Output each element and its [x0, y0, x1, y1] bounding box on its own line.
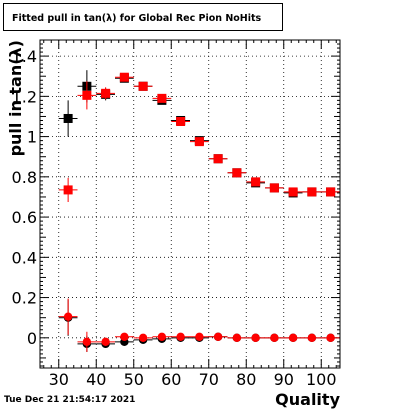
data-point-square: [63, 113, 73, 123]
data-point-square: [101, 88, 111, 98]
data-point-square: [326, 187, 336, 197]
x-tick-label: 100: [306, 370, 337, 389]
series-2: [58, 299, 340, 352]
y-tick-label: 0.6: [12, 208, 37, 227]
data-point-square: [138, 81, 148, 91]
x-tick-label: 30: [49, 370, 69, 389]
data-point-square: [194, 137, 204, 147]
data-point-circle: [251, 333, 260, 343]
data-point-square: [232, 168, 242, 178]
data-point-square: [307, 187, 317, 197]
y-tick-label: 0.8: [12, 168, 37, 187]
y-tick-label: 0.2: [12, 289, 37, 308]
tick-layer: 30 40 50 60 70 80 90 100 0 0.2 0.4 0.6 0.8 1 1.2 1.4: [12, 39, 340, 389]
data-point-circle: [63, 312, 73, 321]
x-axis-label: Quality: [275, 390, 340, 409]
timestamp: Tue Dec 21 21:54:17 2021: [4, 395, 136, 405]
plot-frame: [39, 39, 341, 369]
data-point-square: [269, 183, 279, 193]
data-point-square: [157, 93, 167, 103]
data-point-square: [288, 187, 298, 197]
data-point-circle: [157, 332, 167, 342]
x-tick-label: 50: [124, 370, 144, 389]
data-point-circle: [120, 332, 129, 342]
data-point-circle: [101, 337, 110, 347]
y-tick-label: 1: [27, 128, 37, 147]
data-point-square: [63, 185, 73, 195]
title-box: Fitted pull in tan(λ) for Global Rec Pio…: [3, 3, 283, 31]
data-point-circle: [82, 337, 92, 347]
data-point-square: [213, 154, 223, 164]
data-point-circle: [213, 332, 223, 342]
data-point-circle: [195, 332, 204, 342]
data-point-circle: [270, 333, 279, 343]
data-point-square: [119, 72, 129, 82]
grid-layer: [40, 40, 340, 368]
x-tick-label: 90: [274, 370, 294, 389]
data-point-circle: [288, 333, 298, 343]
y-tick-label: 1.4: [12, 47, 37, 66]
series-3: [58, 298, 340, 352]
data-point-circle: [307, 333, 317, 343]
data-point-circle: [326, 333, 335, 343]
chart-title: Fitted pull in tan(λ) for Global Rec Pio…: [12, 13, 262, 24]
data-point-circle: [232, 333, 242, 343]
data-point-square: [176, 116, 186, 126]
data-point-square: [82, 90, 92, 100]
y-axis-label: pull in tan(λ): [6, 40, 25, 156]
data-point-circle: [138, 333, 148, 343]
data-point-circle: [176, 332, 185, 342]
series-0: [58, 70, 340, 198]
x-tick-label: 40: [86, 370, 106, 389]
x-tick-label: 60: [161, 370, 181, 389]
y-tick-label: 1.2: [12, 87, 37, 106]
series-layer: [58, 70, 340, 352]
y-tick-label: 0.4: [12, 248, 37, 267]
x-tick-label: 70: [199, 370, 219, 389]
series-1: [58, 72, 340, 202]
x-tick-label: 80: [236, 370, 256, 389]
data-point-square: [251, 177, 261, 187]
y-tick-label: 0: [27, 329, 37, 348]
